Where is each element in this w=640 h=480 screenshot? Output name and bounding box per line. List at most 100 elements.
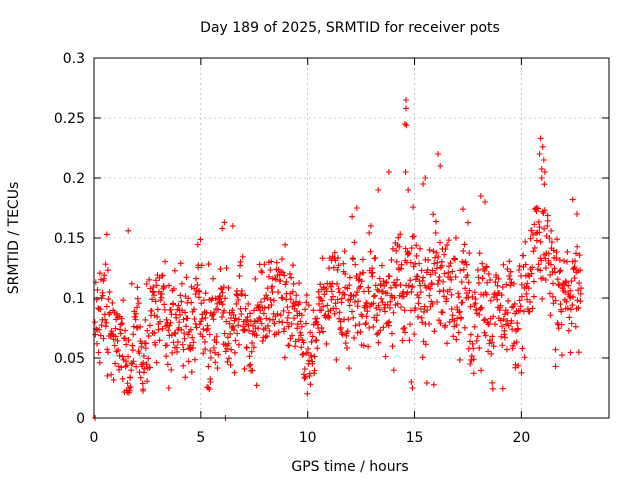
data-point	[346, 282, 353, 289]
data-point	[431, 328, 438, 335]
data-point	[484, 279, 491, 286]
data-point	[305, 302, 312, 309]
data-point	[464, 219, 471, 226]
data-point	[508, 304, 515, 311]
data-point	[415, 294, 422, 301]
data-point	[346, 274, 353, 281]
data-point	[102, 323, 109, 330]
data-point	[327, 283, 334, 290]
data-point	[200, 350, 207, 357]
data-point	[242, 292, 249, 299]
data-point	[178, 280, 185, 287]
data-point	[408, 288, 415, 295]
data-point	[363, 320, 370, 327]
data-point	[349, 213, 356, 220]
data-point	[518, 281, 525, 288]
data-point	[302, 306, 309, 313]
data-point	[268, 258, 275, 265]
data-point	[297, 329, 304, 336]
data-point	[389, 245, 396, 252]
data-point	[191, 356, 198, 363]
data-point	[524, 280, 531, 287]
data-point	[440, 278, 447, 285]
data-point	[98, 322, 105, 329]
data-point	[306, 357, 313, 364]
data-point	[394, 276, 401, 283]
data-point	[161, 306, 168, 313]
data-point	[302, 374, 309, 381]
data-point	[519, 345, 526, 352]
data-point	[174, 339, 181, 346]
data-point	[352, 261, 359, 268]
data-point	[572, 323, 579, 330]
data-point	[554, 236, 561, 243]
data-point	[336, 315, 343, 322]
data-point	[552, 363, 559, 370]
data-point	[461, 324, 468, 331]
data-point	[285, 323, 292, 330]
data-point	[314, 345, 321, 352]
data-point	[174, 348, 181, 355]
data-point	[499, 342, 506, 349]
data-point	[508, 317, 515, 324]
data-point	[320, 303, 327, 310]
data-point	[423, 379, 430, 386]
data-point	[159, 325, 166, 332]
data-point	[438, 262, 445, 269]
data-point	[335, 262, 342, 269]
y-tick-label: 0.05	[54, 351, 85, 367]
data-point	[297, 332, 304, 339]
data-point	[341, 291, 348, 298]
data-point	[422, 175, 429, 181]
data-point	[108, 371, 115, 378]
data-point	[516, 263, 523, 270]
x-tick-label: 10	[299, 430, 317, 446]
data-point	[275, 289, 282, 296]
data-point	[401, 324, 408, 331]
data-point	[298, 312, 305, 319]
data-point	[220, 284, 227, 291]
data-point	[129, 342, 136, 349]
data-point	[432, 270, 439, 277]
data-point	[523, 290, 530, 297]
data-point	[112, 333, 119, 340]
data-point	[294, 321, 301, 328]
data-point	[332, 300, 339, 307]
data-point	[569, 196, 576, 203]
data-point	[225, 284, 232, 291]
data-point	[498, 292, 505, 299]
data-point	[362, 321, 369, 328]
data-point	[546, 290, 553, 297]
data-point	[141, 365, 148, 372]
data-point	[517, 303, 524, 310]
data-point	[328, 296, 335, 303]
data-point	[323, 340, 330, 347]
data-point	[552, 297, 559, 304]
data-point	[558, 352, 565, 359]
data-point	[262, 334, 269, 341]
data-point	[204, 325, 211, 332]
data-point	[232, 337, 239, 344]
data-point	[212, 359, 219, 366]
data-point	[490, 343, 497, 350]
data-point	[556, 268, 563, 275]
y-tick-label: 0.15	[54, 231, 85, 247]
data-point	[541, 181, 548, 188]
data-point	[504, 309, 511, 316]
data-point	[337, 318, 344, 325]
axis-ticks: 0 0.05 0.1 0.15 0.2 0.25 0.3 0 5 10 15 20	[54, 51, 609, 446]
data-point	[391, 281, 398, 288]
data-point	[411, 331, 418, 338]
data-point	[549, 268, 556, 275]
data-point	[539, 295, 546, 302]
data-point	[284, 314, 291, 321]
data-point	[402, 97, 409, 103]
data-point	[575, 349, 582, 356]
x-axis-label: GPS time / hours	[291, 459, 408, 475]
data-point	[176, 311, 183, 318]
data-point	[557, 267, 564, 274]
data-point	[192, 291, 199, 298]
data-point	[446, 263, 453, 270]
data-point	[183, 323, 190, 330]
data-point	[560, 257, 567, 264]
